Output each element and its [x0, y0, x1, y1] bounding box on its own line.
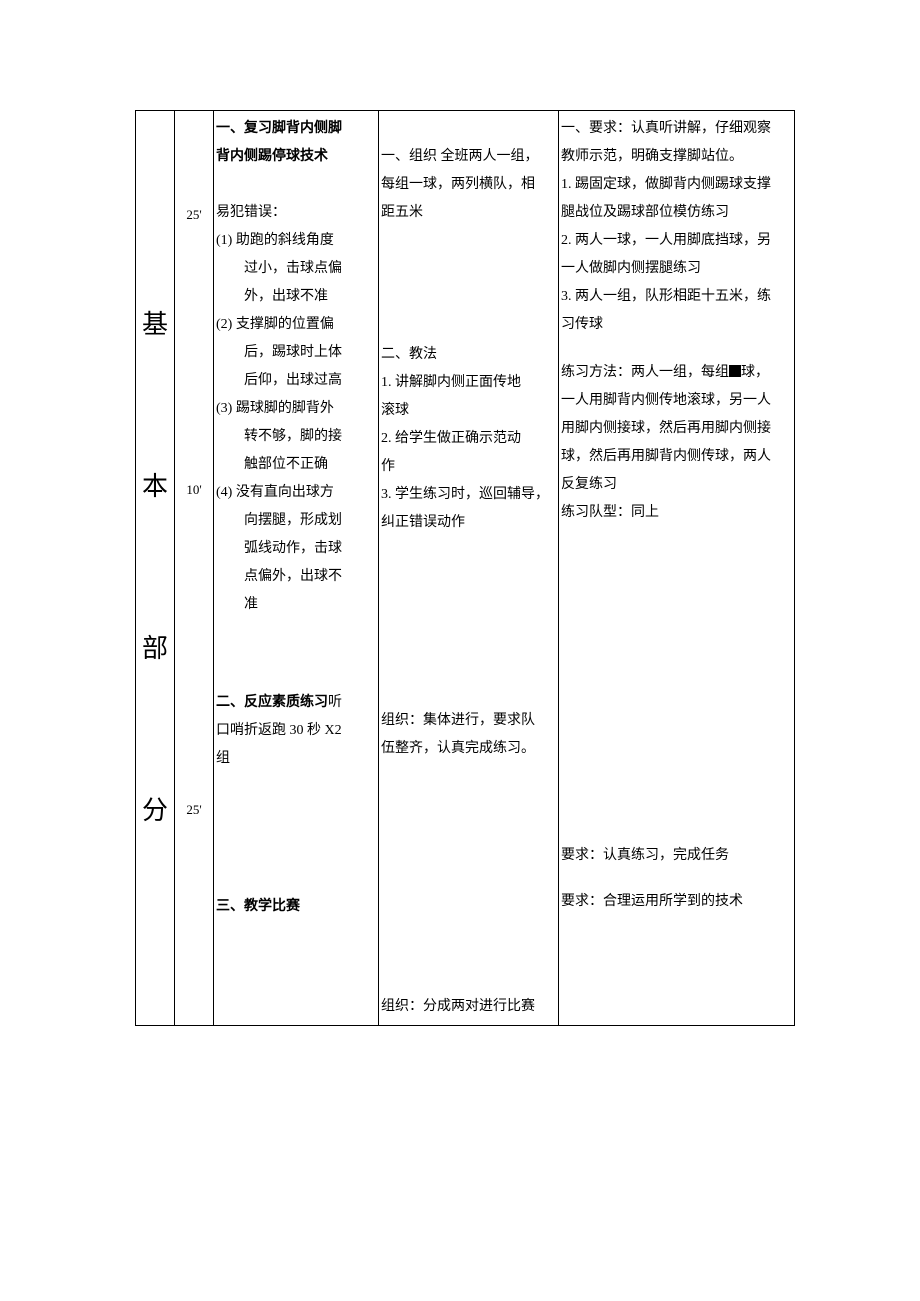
error-item: 后，踢球时上体	[216, 339, 376, 367]
time-value: 25'	[186, 797, 201, 823]
time-cell: 25' 10' 25'	[175, 111, 214, 1026]
organization-cell: 一、组织 全班两人一组， 每组一球，两列横队，相 距五米 二、教法 1. 讲解脚…	[379, 111, 559, 1026]
req-text: 练习方法：两人一组，每组球，	[561, 359, 792, 387]
section-char: 部	[142, 623, 168, 675]
org-text: 3. 学生练习时，巡回辅导，	[381, 481, 556, 509]
error-item: 后仰，出球过高	[216, 367, 376, 395]
req-text: 腿战位及踢球部位模仿练习	[561, 199, 792, 227]
req-text: 一人用脚背内侧传地滚球，另一人	[561, 387, 792, 415]
org-text: 一、组织 全班两人一组，	[381, 143, 556, 171]
req-text: 要求：认真练习，完成任务	[561, 842, 792, 870]
org-text: 滚球	[381, 397, 556, 425]
req-text: 习传球	[561, 311, 792, 339]
req-text: 一、要求：认真听讲解，仔细观察	[561, 115, 792, 143]
error-item: 弧线动作，击球	[216, 535, 376, 563]
error-item: 触部位不正确	[216, 451, 376, 479]
square-icon	[729, 365, 741, 377]
error-item: 向摆腿，形成划	[216, 507, 376, 535]
time-value: 25'	[186, 202, 201, 228]
req-text-pre: 练习方法：两人一组，每组	[561, 365, 729, 380]
req-text: 要求：合理运用所学到的技术	[561, 888, 792, 916]
error-item: 准	[216, 591, 376, 619]
content-text: 口哨折返跑 30 秒 X2	[216, 717, 376, 745]
requirements-cell: 一、要求：认真听讲解，仔细观察 教师示范，明确支撑脚站位。 1. 踢固定球，做脚…	[559, 111, 795, 1026]
org-label: 二、教法	[381, 341, 556, 369]
error-item: 外，出球不准	[216, 283, 376, 311]
error-item: (2) 支撑脚的位置偏	[216, 311, 376, 339]
error-item: 点偏外，出球不	[216, 563, 376, 591]
section-cell: 基 本 部 分	[136, 111, 175, 1026]
error-item: (3) 踢球脚的脚背外	[216, 395, 376, 423]
content-heading: 二、反应素质练习听	[216, 689, 376, 717]
time-value: 10'	[186, 477, 201, 503]
section-char: 分	[142, 785, 168, 837]
content-heading: 一、复习脚背内侧脚	[216, 115, 376, 143]
heading-tail: 听	[328, 695, 342, 710]
content-cell: 一、复习脚背内侧脚 背内侧踢停球技术 易犯错误： (1) 助跑的斜线角度 过小，…	[214, 111, 379, 1026]
org-text: 组织：分成两对进行比赛	[381, 993, 556, 1021]
section-label: 基 本 部 分	[136, 244, 174, 892]
org-text: 1. 讲解脚内侧正面传地	[381, 369, 556, 397]
req-text: 一人做脚内侧摆腿练习	[561, 255, 792, 283]
req-text: 练习队型：同上	[561, 499, 792, 527]
req-text: 球，然后再用脚背内侧传球，两人	[561, 443, 792, 471]
section-char: 本	[142, 461, 168, 513]
lesson-plan-table: 基 本 部 分 25' 10' 25' 一、复习脚背内侧脚 背内侧踢停球技	[135, 110, 795, 1026]
req-text: 用脚内侧接球，然后再用脚内侧接	[561, 415, 792, 443]
org-text: 2. 给学生做正确示范动	[381, 425, 556, 453]
error-item: 转不够，脚的接	[216, 423, 376, 451]
org-text: 纠正错误动作	[381, 509, 556, 537]
req-text-post: 球，	[741, 365, 769, 380]
org-text: 组织：集体进行，要求队	[381, 707, 556, 735]
org-text: 作	[381, 453, 556, 481]
error-item: 过小，击球点偏	[216, 255, 376, 283]
org-text: 距五米	[381, 199, 556, 227]
req-text: 2. 两人一球，一人用脚底挡球，另	[561, 227, 792, 255]
req-text: 教师示范，明确支撑脚站位。	[561, 143, 792, 171]
req-text: 1. 踢固定球，做脚背内侧踢球支撑	[561, 171, 792, 199]
error-label: 易犯错误：	[216, 199, 376, 227]
org-text: 伍整齐，认真完成练习。	[381, 735, 556, 763]
content-text: 组	[216, 745, 376, 773]
section-char: 基	[142, 299, 168, 351]
req-text: 3. 两人一组，队形相距十五米，练	[561, 283, 792, 311]
heading-bold: 二、反应素质练习	[216, 695, 328, 710]
content-heading: 三、教学比赛	[216, 893, 376, 921]
error-item: (1) 助跑的斜线角度	[216, 227, 376, 255]
table-row: 基 本 部 分 25' 10' 25' 一、复习脚背内侧脚 背内侧踢停球技	[136, 111, 795, 1026]
req-text: 反复练习	[561, 471, 792, 499]
content-heading: 背内侧踢停球技术	[216, 143, 376, 171]
org-text: 每组一球，两列横队，相	[381, 171, 556, 199]
error-item: (4) 没有直向出球方	[216, 479, 376, 507]
